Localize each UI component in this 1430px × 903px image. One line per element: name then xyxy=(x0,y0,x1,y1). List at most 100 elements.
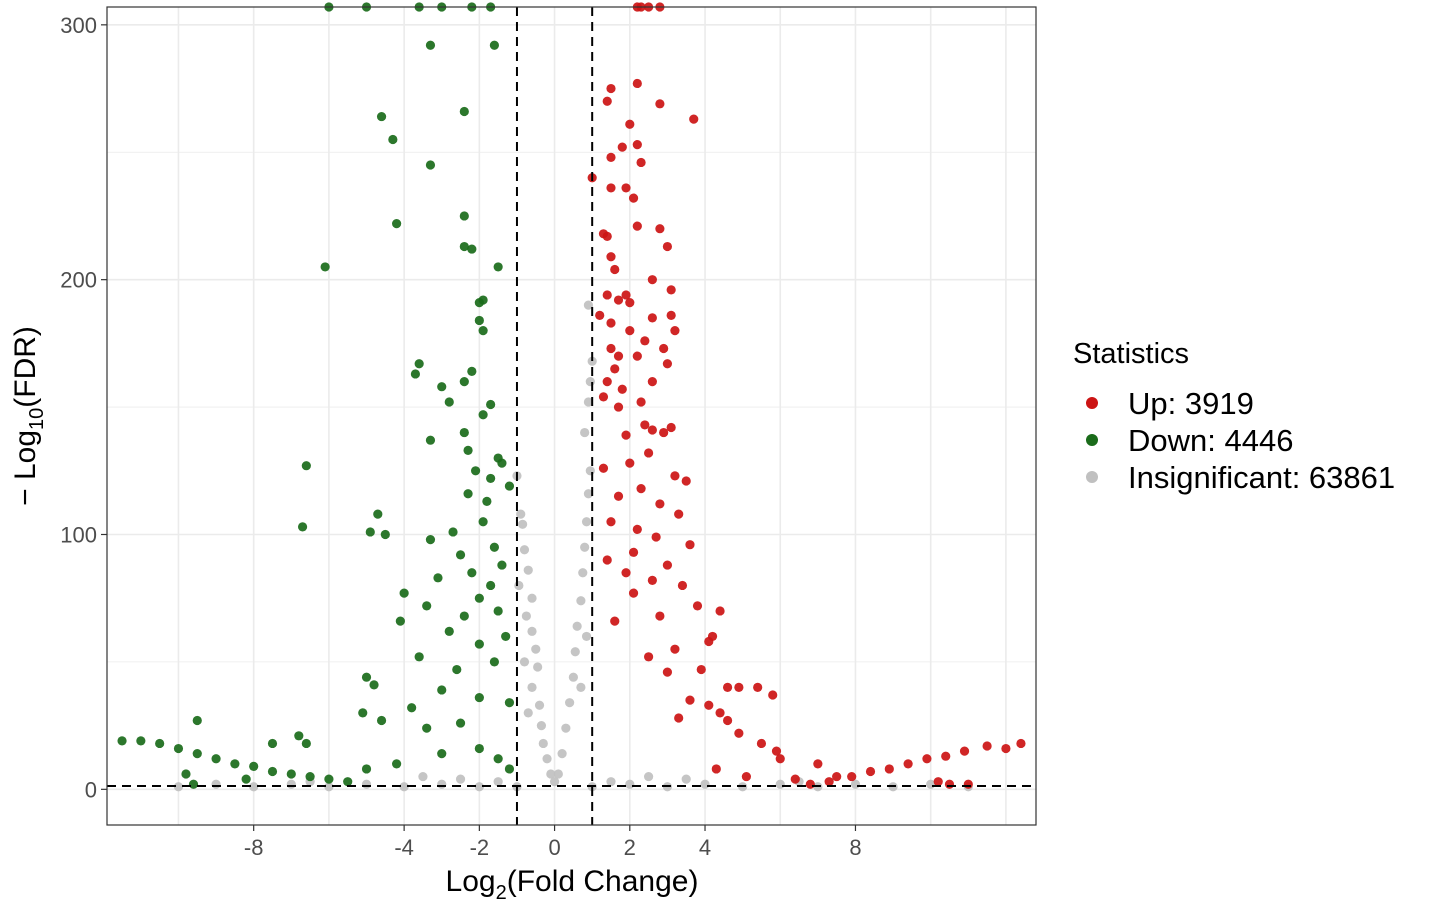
point-up xyxy=(1016,738,1026,749)
point-insignificant xyxy=(578,568,588,578)
point-up xyxy=(847,771,857,782)
point-up xyxy=(670,471,680,481)
point-insignificant xyxy=(606,777,616,787)
point-up xyxy=(959,746,970,756)
point-up xyxy=(884,764,894,774)
legend-label-up: Up: 3919 xyxy=(1128,386,1254,421)
point-down xyxy=(376,111,387,122)
point-down xyxy=(470,466,481,476)
point-up xyxy=(659,427,669,438)
x-tick-label: 8 xyxy=(849,835,861,860)
point-insignificant xyxy=(523,565,533,575)
point-insignificant xyxy=(527,593,537,603)
point-down xyxy=(489,40,499,50)
point-up xyxy=(662,667,673,677)
point-up xyxy=(640,336,650,346)
point-up xyxy=(621,430,631,440)
point-insignificant xyxy=(561,723,571,733)
point-up xyxy=(982,741,992,751)
point-insignificant xyxy=(521,611,531,621)
y-tick-label: 0 xyxy=(85,777,97,802)
point-up xyxy=(711,764,721,774)
point-up xyxy=(715,708,725,718)
point-down xyxy=(376,715,387,726)
point-up xyxy=(832,771,842,782)
point-down xyxy=(474,298,484,308)
point-up xyxy=(655,499,665,509)
point-down xyxy=(478,517,488,527)
point-up xyxy=(813,759,823,769)
point-up xyxy=(722,682,733,692)
point-insignificant xyxy=(474,782,484,792)
point-up xyxy=(621,183,631,193)
legend-key-up xyxy=(1086,397,1098,409)
point-up xyxy=(602,231,612,241)
point-insignificant xyxy=(553,769,563,779)
point-down xyxy=(478,410,488,420)
point-up xyxy=(598,392,609,402)
point-insignificant xyxy=(519,545,530,555)
point-down xyxy=(361,764,372,774)
point-up xyxy=(640,420,650,430)
x-axis-title-subscript: 2 xyxy=(496,882,507,903)
point-down xyxy=(459,211,469,221)
point-up xyxy=(625,458,635,468)
point-down xyxy=(410,369,421,379)
x-tick-label: -4 xyxy=(394,835,414,860)
point-down xyxy=(422,723,432,733)
point-down xyxy=(425,160,436,170)
point-up xyxy=(741,771,751,782)
point-down xyxy=(422,601,432,611)
point-up xyxy=(963,779,973,789)
point-insignificant xyxy=(585,466,595,476)
point-insignificant xyxy=(455,774,466,784)
point-up xyxy=(685,695,695,705)
point-insignificant xyxy=(516,509,526,519)
legend-label-insignificant: Insignificant: 63861 xyxy=(1128,460,1395,495)
point-down xyxy=(448,527,458,537)
point-insignificant xyxy=(583,300,594,310)
point-down xyxy=(388,134,398,145)
point-down xyxy=(324,774,334,784)
y-axis-title-prefix: − Log xyxy=(9,430,42,506)
point-up xyxy=(606,252,616,262)
point-down xyxy=(504,481,515,491)
point-up xyxy=(644,448,654,458)
point-up xyxy=(659,343,669,354)
point-up xyxy=(636,484,646,494)
point-up xyxy=(753,682,763,692)
point-up xyxy=(865,766,876,777)
point-down xyxy=(305,771,315,782)
point-insignificant xyxy=(249,782,259,792)
point-down xyxy=(181,769,191,779)
point-down xyxy=(437,685,447,695)
point-up xyxy=(606,517,616,527)
point-down xyxy=(463,445,473,456)
point-down xyxy=(399,588,409,598)
y-axis-title: − Log10(FDR) xyxy=(9,326,48,506)
y-axis-title-suffix: (FDR) xyxy=(9,326,42,408)
point-up xyxy=(689,114,699,124)
point-up xyxy=(617,142,627,152)
point-insignificant xyxy=(514,580,524,591)
point-down xyxy=(188,779,199,789)
point-up xyxy=(674,713,684,723)
point-down xyxy=(407,703,417,713)
point-insignificant xyxy=(418,771,428,782)
point-up xyxy=(655,99,665,109)
legend-item-down: Down: 4446 xyxy=(1086,423,1293,458)
point-insignificant xyxy=(587,356,597,366)
point-down xyxy=(241,774,251,784)
point-up xyxy=(655,224,665,234)
x-tick-label: 2 xyxy=(624,835,636,860)
point-up xyxy=(756,738,767,749)
point-up xyxy=(666,285,676,295)
point-down xyxy=(230,759,240,769)
point-up xyxy=(625,326,635,336)
point-down xyxy=(459,376,469,387)
point-insignificant xyxy=(580,427,590,438)
point-up xyxy=(647,376,657,387)
point-down xyxy=(474,639,484,649)
point-insignificant xyxy=(570,647,580,657)
